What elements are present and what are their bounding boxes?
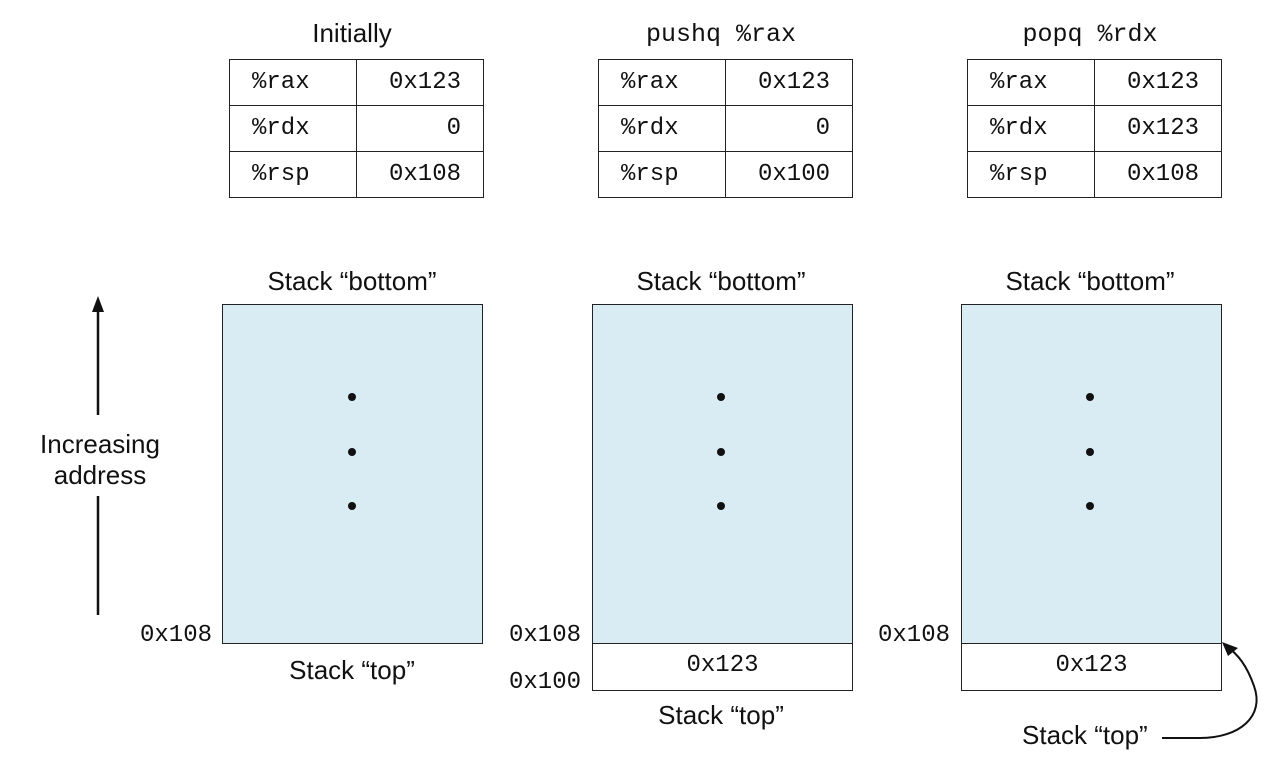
stack-region xyxy=(222,304,483,644)
register-name: %rax xyxy=(598,59,726,106)
register-row-rdx: %rdx 0 xyxy=(598,105,853,152)
stack-region xyxy=(592,304,853,645)
register-value: 0x100 xyxy=(725,151,853,198)
column-title-initially: Initially xyxy=(312,18,392,48)
register-name: %rsp xyxy=(229,151,357,198)
axis-label: Increasing address xyxy=(10,429,190,491)
register-name: %rax xyxy=(967,59,1095,106)
register-name: %rdx xyxy=(967,105,1095,152)
stack-bottom-label: Stack “bottom” xyxy=(636,266,806,296)
register-name: %rax xyxy=(229,59,357,106)
stack-top-label: Stack “top” xyxy=(289,655,415,685)
register-row-rsp: %rsp 0x100 xyxy=(598,151,853,198)
ellipsis-dot xyxy=(717,502,725,510)
ellipsis-dot xyxy=(1086,448,1094,456)
register-name: %rdx xyxy=(229,105,357,152)
register-table-pushq: %rax 0x123 %rdx 0 %rsp 0x100 xyxy=(598,59,853,198)
address-label: 0x100 xyxy=(508,669,581,696)
register-row-rax: %rax 0x123 xyxy=(229,59,484,106)
register-row-rsp: %rsp 0x108 xyxy=(967,151,1222,198)
register-row-rax: %rax 0x123 xyxy=(598,59,853,106)
ellipsis-dot xyxy=(717,448,725,456)
register-name: %rsp xyxy=(967,151,1095,198)
register-value: 0x123 xyxy=(1094,105,1222,152)
stack-bottom-label: Stack “bottom” xyxy=(267,266,437,296)
increasing-address-arrow xyxy=(92,296,104,615)
stack-bottom-label: Stack “bottom” xyxy=(1005,266,1175,296)
register-value: 0x123 xyxy=(1094,59,1222,106)
stack-top-pointer-arrow xyxy=(1162,642,1258,739)
ellipsis-dot xyxy=(1086,502,1094,510)
address-label: 0x108 xyxy=(139,622,212,649)
column-title-pushq: pushq %rax xyxy=(645,20,797,49)
stack-top-label: Stack “top” xyxy=(658,700,784,730)
address-label: 0x108 xyxy=(877,622,950,649)
register-name: %rdx xyxy=(598,105,726,152)
ellipsis-dot xyxy=(348,393,356,401)
stack-cell: 0x123 xyxy=(961,643,1222,691)
ellipsis-dot xyxy=(348,448,356,456)
register-name: %rsp xyxy=(598,151,726,198)
stack-top-label: Stack “top” xyxy=(1022,720,1148,750)
axis-label-line2: address xyxy=(53,460,147,490)
register-row-rsp: %rsp 0x108 xyxy=(229,151,484,198)
axis-label-line1: Increasing xyxy=(40,429,160,459)
register-value: 0 xyxy=(356,105,484,152)
stack-region xyxy=(961,304,1222,645)
register-table-popq: %rax 0x123 %rdx 0x123 %rsp 0x108 xyxy=(967,59,1222,198)
register-value: 0x108 xyxy=(1094,151,1222,198)
address-label: 0x108 xyxy=(508,622,581,649)
ellipsis-dot xyxy=(348,502,356,510)
register-value: 0x108 xyxy=(356,151,484,198)
stack-cell: 0x123 xyxy=(592,643,853,691)
register-value: 0 xyxy=(725,105,853,152)
ellipsis-dot xyxy=(717,393,725,401)
register-row-rax: %rax 0x123 xyxy=(967,59,1222,106)
column-title-popq: popq %rdx xyxy=(1022,20,1158,49)
register-row-rdx: %rdx 0x123 xyxy=(967,105,1222,152)
register-table-initially: %rax 0x123 %rdx 0 %rsp 0x108 xyxy=(229,59,484,198)
register-value: 0x123 xyxy=(356,59,484,106)
register-value: 0x123 xyxy=(725,59,853,106)
register-row-rdx: %rdx 0 xyxy=(229,105,484,152)
ellipsis-dot xyxy=(1086,393,1094,401)
